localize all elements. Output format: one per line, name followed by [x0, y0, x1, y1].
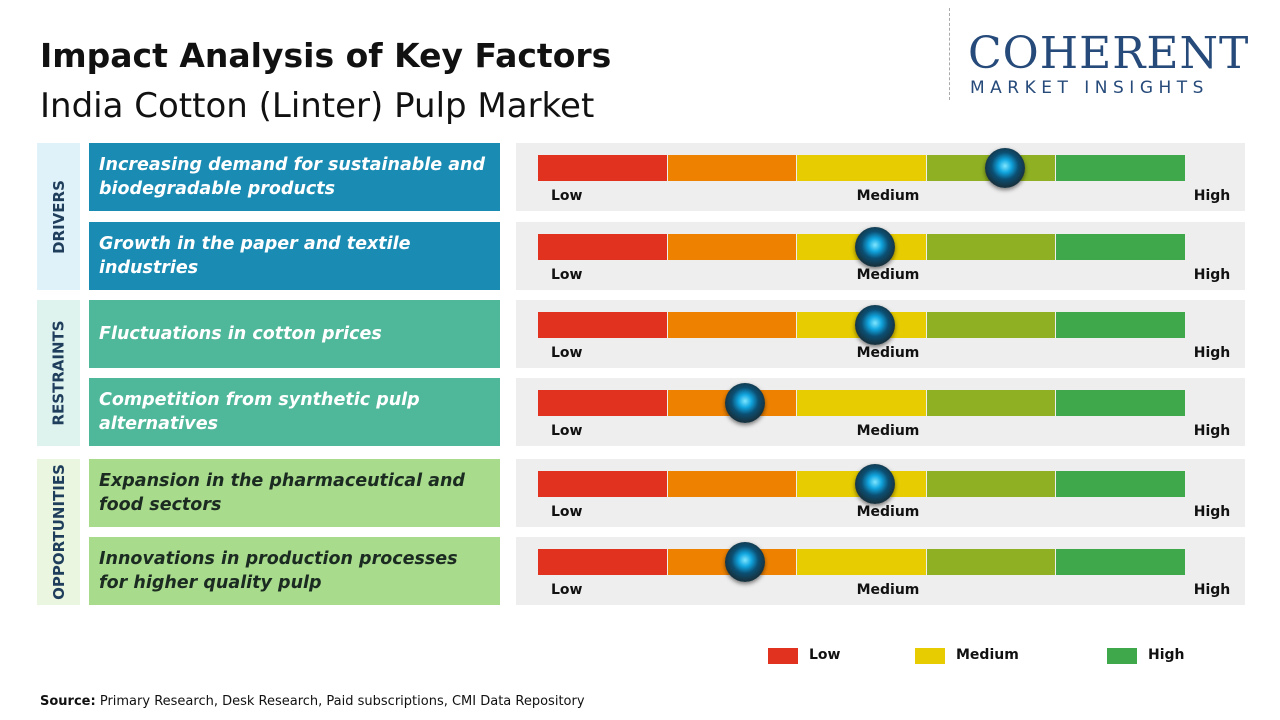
- group-label: OPPORTUNITIES: [49, 464, 68, 600]
- gauge-segment: [797, 549, 926, 575]
- logo-name: COHERENT: [968, 28, 1250, 79]
- scale-label: High: [1193, 504, 1231, 520]
- legend-swatch: [1107, 648, 1137, 664]
- legend-label: Medium: [956, 647, 1019, 663]
- scale-label: Medium: [856, 188, 920, 204]
- subtitle: India Cotton (Linter) Pulp Market: [40, 86, 595, 126]
- impact-knob: [854, 227, 895, 267]
- gauge-segment: [1056, 234, 1185, 260]
- gauge-segment: [667, 471, 797, 497]
- title: Impact Analysis of Key Factors: [40, 36, 612, 75]
- gauge-segment: [538, 549, 667, 575]
- scale-label: High: [1193, 267, 1231, 283]
- impact-knob: [984, 148, 1025, 188]
- gauge-segment: [667, 312, 797, 338]
- gauge-segment: [538, 390, 667, 416]
- scale-label: Low: [551, 267, 583, 283]
- scale-label: Medium: [856, 423, 920, 439]
- group-label-box: OPPORTUNITIES: [37, 459, 80, 605]
- legend-swatch: [768, 648, 798, 664]
- gauge-segment: [797, 155, 926, 181]
- gauge-segment: [538, 312, 667, 338]
- factor-label: Growth in the paper and textile industri…: [89, 222, 500, 290]
- scale-label: Medium: [856, 345, 920, 361]
- group-label: DRIVERS: [49, 179, 68, 254]
- gauge-segment: [926, 549, 1056, 575]
- gauge-segment: [1056, 549, 1185, 575]
- logo-tagline: MARKET INSIGHTS: [970, 78, 1209, 98]
- scale-label: Low: [551, 188, 583, 204]
- legend-swatch: [915, 648, 945, 664]
- scale-label: Low: [551, 504, 583, 520]
- scale-label: Medium: [856, 504, 920, 520]
- scale-label: Medium: [856, 582, 920, 598]
- gauge-segment: [1056, 390, 1185, 416]
- factor-label: Fluctuations in cotton prices: [89, 300, 500, 368]
- factor-label: Expansion in the pharmaceutical and food…: [89, 459, 500, 527]
- factor-label: Increasing demand for sustainable and bi…: [89, 143, 500, 211]
- gauge-segment: [538, 471, 667, 497]
- scale-label: High: [1193, 188, 1231, 204]
- gauge-segment: [1056, 312, 1185, 338]
- gauge-segment: [926, 234, 1056, 260]
- gauge-segment: [797, 390, 926, 416]
- source: Source: Primary Research, Desk Research,…: [40, 694, 585, 709]
- legend-label: Low: [809, 647, 841, 663]
- scale-label: Low: [551, 423, 583, 439]
- impact-knob: [854, 464, 895, 504]
- gauge-segment: [1056, 155, 1185, 181]
- factor-label: Innovations in production processes for …: [89, 537, 500, 605]
- gauge-segment: [667, 155, 797, 181]
- divider: [949, 8, 950, 100]
- group-label: RESTRAINTS: [49, 320, 68, 426]
- source-text: Primary Research, Desk Research, Paid su…: [99, 694, 585, 709]
- gauge-segment: [926, 390, 1056, 416]
- gauge-segment: [926, 312, 1056, 338]
- scale-label: Low: [551, 345, 583, 361]
- scale-label: High: [1193, 345, 1231, 361]
- scale-label: Medium: [856, 267, 920, 283]
- scale-label: Low: [551, 582, 583, 598]
- impact-knob: [725, 542, 766, 582]
- source-label: Source:: [40, 694, 96, 709]
- gauge-segment: [538, 155, 667, 181]
- gauge-segment: [926, 471, 1056, 497]
- impact-knob: [725, 383, 766, 423]
- legend-label: High: [1148, 647, 1185, 663]
- gauge-segment: [1056, 471, 1185, 497]
- factor-label: Competition from synthetic pulp alternat…: [89, 378, 500, 446]
- gauge-segment: [667, 234, 797, 260]
- group-label-box: DRIVERS: [37, 143, 80, 290]
- scale-label: High: [1193, 423, 1231, 439]
- gauge-segment: [538, 234, 667, 260]
- scale-label: High: [1193, 582, 1231, 598]
- impact-knob: [854, 305, 895, 345]
- group-label-box: RESTRAINTS: [37, 300, 80, 446]
